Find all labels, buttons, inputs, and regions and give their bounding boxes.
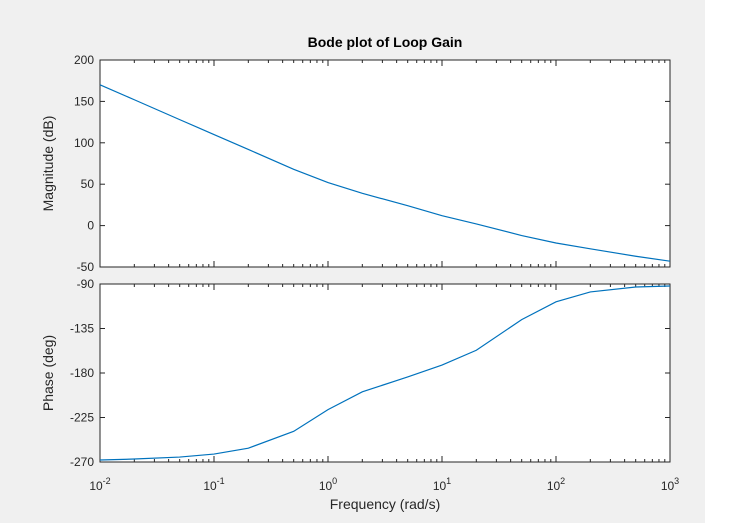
phase-ytick-label: -270 [70,455,94,469]
chart-title: Bode plot of Loop Gain [308,34,463,50]
phase-ytick-label: -225 [70,411,94,425]
phase-axes-box [99,283,671,463]
magnitude-ytick-label: 150 [74,94,94,108]
phase-panel: -270 -225 -180 -135 -90 Phase (deg) [40,277,671,469]
xtick-label: 103 [661,476,679,493]
xtick-label: 10-2 [89,476,110,493]
magnitude-ytick-label: 0 [87,219,94,233]
xtick-label: 102 [547,476,565,493]
bode-plot: Bode plot of Loop Gain -50 0 50 100 150 200 M… [40,34,679,512]
figure-window: Bode plot of Loop Gain -50 0 50 100 150 200 M… [0,0,705,523]
phase-ytick-label: -135 [70,322,94,336]
xtick-label: 101 [433,476,451,493]
magnitude-curve [99,84,671,262]
magnitude-axes-box [99,59,671,268]
magnitude-ytick-label: 50 [81,177,95,191]
phase-ytick-label: -180 [70,366,94,380]
xtick-label: 10-1 [203,476,224,493]
frequency-xlabel: Frequency (rad/s) [330,496,440,512]
magnitude-ytick-label: 200 [74,53,94,67]
phase-ylabel: Phase (deg) [40,335,56,411]
phase-ytick-label: -90 [77,277,95,291]
magnitude-ylabel: Magnitude (dB) [40,116,56,212]
xtick-label: 100 [319,476,337,493]
magnitude-ytick-label: -50 [77,260,95,274]
phase-curve [99,285,671,461]
magnitude-ytick-label: 100 [74,136,94,150]
magnitude-panel: -50 0 50 100 150 200 Magnitude (dB) [40,53,671,274]
